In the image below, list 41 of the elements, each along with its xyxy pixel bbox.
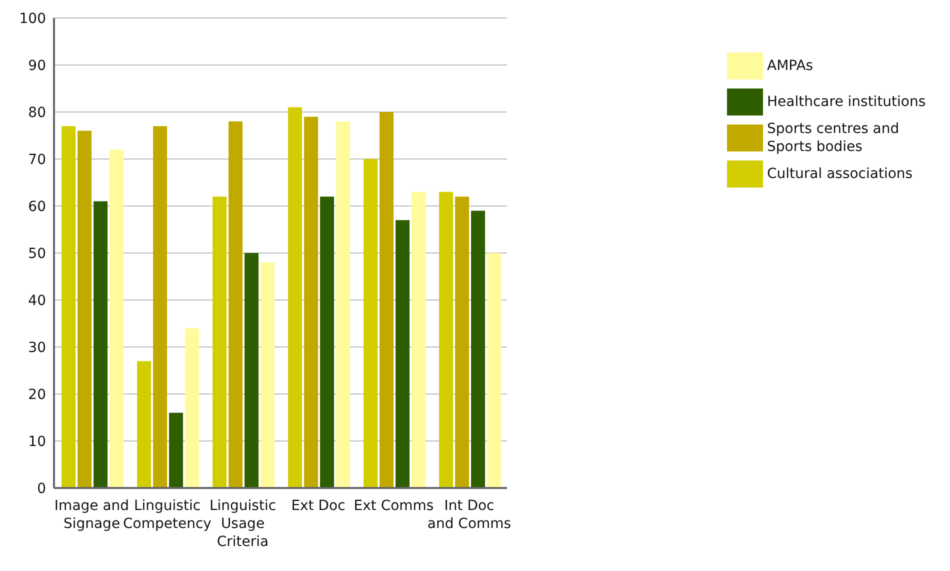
bar [212,196,227,488]
bar [455,196,470,488]
bar [412,192,426,488]
bar [78,130,92,488]
bar [153,126,168,488]
y-tick-label: 30 [28,340,46,356]
bar [110,150,124,488]
y-tick-label: 90 [28,58,46,74]
bar [471,210,486,488]
bar [364,159,378,488]
legend-label: AMPAs [767,57,814,75]
bar [169,412,184,488]
bar [487,253,502,488]
y-tick-label: 60 [28,198,46,215]
bar [137,361,152,488]
legend-label: Cultural associations [767,165,914,183]
bar [380,112,394,488]
x-tick-label: Ext Doc [291,498,346,514]
y-tick-label: 80 [28,104,46,121]
bar [62,126,76,488]
bar [336,121,350,488]
legend-label: Healthcare institutions [767,93,927,111]
y-tick-label: 100 [19,10,46,27]
bar [244,253,259,488]
legend-label: Sports centres and Sports bodies [767,120,900,156]
bar [185,328,200,488]
bar [304,116,318,488]
y-tick-label: 10 [28,434,46,450]
y-tick-label: 0 [37,480,46,497]
bar [396,220,410,488]
bar [288,107,302,488]
y-tick-label: 40 [28,292,46,309]
y-tick-label: 70 [28,152,46,168]
bar [439,192,454,488]
bar [94,201,108,488]
y-tick-label: 20 [28,386,46,403]
bar [320,196,334,488]
x-tick-label: Ext Comms [354,498,434,514]
bar [228,121,243,488]
bar [260,262,275,488]
y-tick-label: 50 [28,246,46,262]
